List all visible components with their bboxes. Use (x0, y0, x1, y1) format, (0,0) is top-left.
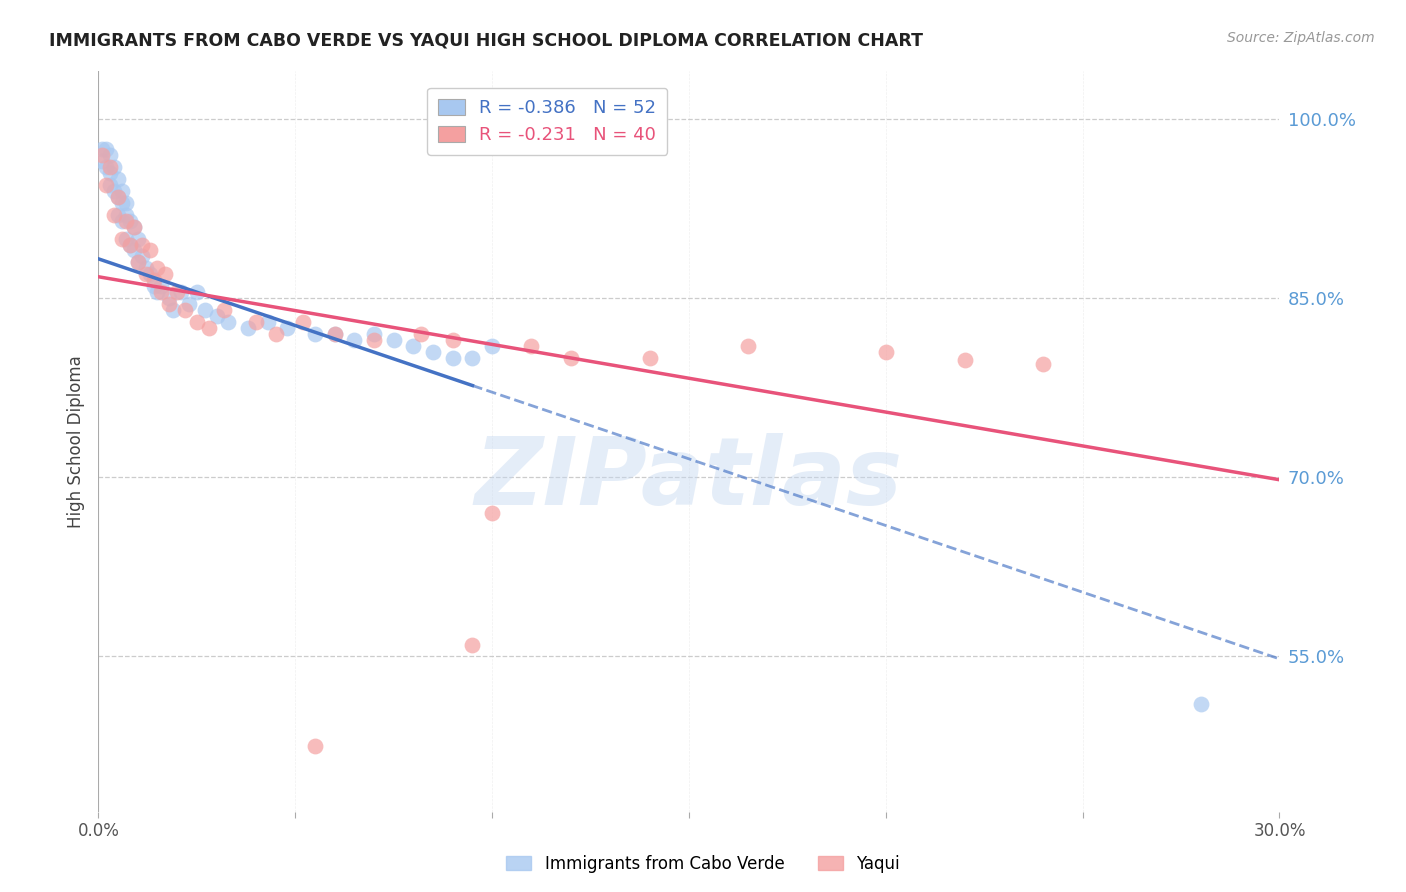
Point (560, 351, 582, 365)
Point (91, 142, 114, 156)
Point (135, 261, 157, 276)
Point (162, 303, 184, 318)
Point (402, 339, 425, 353)
Point (205, 309, 228, 323)
Point (122, 244, 145, 258)
Point (107, 190, 129, 204)
Point (170, 285, 193, 300)
Point (363, 327, 385, 342)
Point (256, 315, 278, 329)
Point (411, 327, 433, 342)
Point (276, 321, 298, 335)
Point (150, 285, 173, 300)
Point (118, 237, 141, 252)
Point (441, 333, 464, 347)
Point (96, 178, 118, 192)
Point (103, 160, 125, 174)
Point (142, 273, 165, 287)
Legend: Immigrants from Cabo Verde, Yaqui: Immigrants from Cabo Verde, Yaqui (499, 848, 907, 880)
Point (98, 160, 121, 174)
Point (118, 237, 141, 252)
Point (157, 297, 180, 311)
Point (91, 148, 114, 162)
Point (146, 261, 169, 276)
Point (461, 638, 484, 652)
Point (118, 213, 141, 227)
Point (953, 353, 976, 368)
Point (177, 297, 200, 311)
Point (363, 333, 385, 347)
Point (98, 178, 121, 192)
Point (481, 339, 503, 353)
Point (135, 268, 157, 282)
Point (122, 219, 145, 234)
Legend: R = -0.386   N = 52, R = -0.231   N = 40: R = -0.386 N = 52, R = -0.231 N = 40 (427, 87, 668, 155)
Point (127, 255, 149, 269)
Point (875, 345, 897, 359)
Point (236, 321, 259, 335)
Point (115, 231, 138, 245)
Point (96, 142, 118, 156)
Point (150, 279, 173, 293)
Point (155, 268, 177, 282)
Point (214, 303, 236, 318)
Point (157, 291, 180, 305)
Point (122, 219, 145, 234)
Point (138, 244, 160, 258)
Point (115, 213, 138, 227)
Text: Source: ZipAtlas.com: Source: ZipAtlas.com (1227, 31, 1375, 45)
Point (292, 315, 315, 329)
Point (146, 285, 169, 300)
Point (131, 237, 153, 252)
Point (343, 333, 366, 347)
Point (382, 333, 405, 347)
Point (520, 339, 543, 353)
Point (107, 171, 129, 186)
Point (194, 303, 217, 318)
Point (111, 184, 134, 198)
Point (107, 190, 129, 204)
Point (323, 327, 346, 342)
Text: ZIPatlas: ZIPatlas (475, 433, 903, 524)
Point (115, 208, 138, 222)
Point (461, 351, 484, 365)
Point (127, 231, 149, 245)
Point (127, 255, 149, 269)
Point (131, 250, 153, 264)
Point (304, 327, 326, 342)
Point (138, 268, 160, 282)
Point (103, 208, 125, 222)
Point (1032, 357, 1054, 371)
Point (186, 315, 208, 329)
Point (197, 321, 219, 335)
Point (111, 195, 134, 210)
Point (441, 351, 464, 365)
Point (1189, 698, 1212, 712)
Point (166, 285, 188, 300)
Point (98, 148, 121, 162)
Point (111, 231, 134, 245)
Point (186, 285, 208, 300)
Point (98, 166, 121, 180)
Point (245, 315, 267, 329)
Text: IMMIGRANTS FROM CABO VERDE VS YAQUI HIGH SCHOOL DIPLOMA CORRELATION CHART: IMMIGRANTS FROM CABO VERDE VS YAQUI HIGH… (49, 31, 924, 49)
Point (174, 303, 197, 318)
Point (422, 345, 444, 359)
Point (217, 315, 239, 329)
Point (103, 184, 125, 198)
Point (107, 208, 129, 222)
Point (142, 279, 165, 293)
Point (638, 351, 661, 365)
Point (264, 327, 287, 342)
Y-axis label: High School Diploma: High School Diploma (67, 355, 86, 528)
Point (304, 739, 326, 753)
Point (323, 327, 346, 342)
Point (481, 506, 503, 520)
Point (737, 339, 759, 353)
Point (96, 160, 118, 174)
Point (111, 213, 134, 227)
Point (91, 153, 114, 168)
Point (115, 195, 138, 210)
